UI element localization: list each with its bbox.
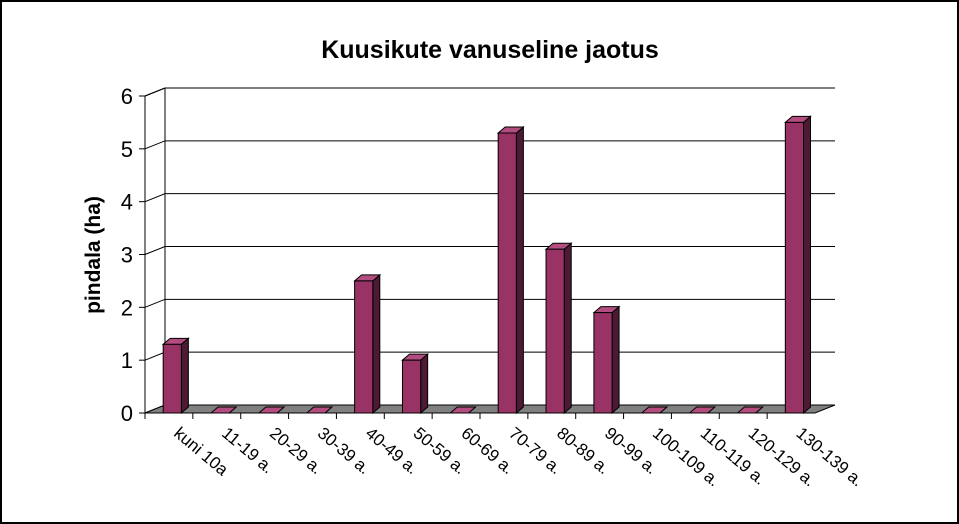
grid-line: [144, 193, 835, 203]
y-tick-label: 4: [121, 190, 133, 215]
grid-line: [144, 298, 835, 308]
y-tick-label: 2: [121, 295, 133, 320]
bar: [545, 248, 565, 414]
bar-side: [515, 125, 524, 415]
bar: [401, 359, 422, 414]
y-tick-label: 5: [121, 137, 133, 162]
y-tick-label: 6: [121, 84, 133, 109]
grid-line: [144, 140, 835, 150]
bar-side: [803, 115, 812, 415]
bar: [593, 312, 613, 414]
floor: [144, 404, 836, 414]
y-tick-label: 0: [121, 401, 133, 426]
bar-side: [180, 337, 189, 415]
bar-side: [563, 242, 572, 415]
y-tick-label: 3: [121, 243, 133, 268]
chart-title: Kuusikute vanuseline jaotus: [321, 36, 659, 64]
bar-side: [611, 305, 620, 415]
grid-line: [144, 87, 835, 97]
bar-side: [420, 353, 429, 415]
y-axis-label: pindala (ha): [82, 196, 105, 314]
grid-line: [144, 246, 835, 255]
bar: [497, 132, 517, 414]
bar: [162, 343, 182, 414]
bar: [354, 280, 374, 414]
bar: [784, 121, 805, 414]
y-tick-label: 1: [121, 348, 133, 373]
bar-side: [372, 273, 381, 415]
